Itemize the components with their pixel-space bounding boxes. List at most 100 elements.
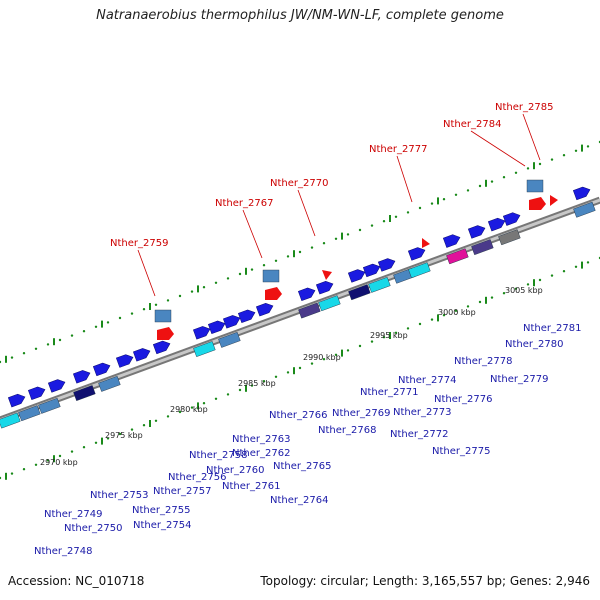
- tick-dot-upper: [382, 220, 386, 223]
- tick-dot-lower: [298, 366, 302, 370]
- tick-dot-upper: [370, 224, 374, 227]
- forward-gene-arrow: [152, 340, 171, 355]
- gene-label-blue: Nther_2757: [153, 486, 211, 497]
- gene-label-blue: Nther_2766: [269, 410, 327, 421]
- tick-dot-upper: [34, 347, 38, 350]
- gene-label-blue: Nther_2763: [232, 434, 290, 445]
- tick-dot-lower: [442, 314, 446, 317]
- tick-dot-lower: [586, 261, 590, 264]
- tick-dot-upper: [190, 290, 194, 293]
- tick-dot-upper: [106, 321, 110, 324]
- gene-label-red: Nther_2777: [369, 144, 427, 155]
- tick-dot-lower: [238, 388, 242, 392]
- tick-dot-lower: [406, 327, 410, 330]
- cds-box: [408, 262, 431, 279]
- cds-box: [298, 302, 321, 319]
- red-leader: [470, 130, 526, 167]
- tick-dot-upper: [202, 286, 206, 289]
- tick-dot-lower: [346, 349, 350, 352]
- gene-label-red: Nther_2785: [495, 102, 553, 113]
- forward-gene-arrow: [72, 370, 91, 384]
- forward-gene-arrow: [572, 186, 591, 201]
- tick-dot-lower: [118, 432, 122, 436]
- tick-dot-lower: [310, 362, 314, 365]
- forward-gene-arrow: [237, 309, 256, 324]
- tick-dot-lower: [166, 415, 170, 418]
- tick-dot-upper: [298, 250, 302, 254]
- tick-dot-upper: [430, 202, 434, 205]
- tick-dot-lower: [490, 296, 494, 299]
- accession-text: Accession: NC_010718: [8, 574, 145, 588]
- forward-gene-arrow: [47, 379, 66, 393]
- tick-dot-lower: [178, 410, 182, 414]
- forward-gene-arrow: [407, 247, 426, 261]
- label-leaders: [137, 113, 541, 297]
- tick-dot-upper: [214, 281, 218, 284]
- tick-dot-upper: [394, 215, 398, 218]
- cds-box: [318, 295, 341, 312]
- scale-label: 2995 kbp: [370, 331, 408, 340]
- forward-gene-arrow: [297, 287, 316, 302]
- tick-dot-upper: [538, 162, 542, 166]
- cds-box: [498, 229, 521, 246]
- highlight-box: [262, 269, 280, 283]
- gene-features: [0, 179, 596, 429]
- forward-gene-arrow: [315, 280, 334, 295]
- tick-dot-upper: [586, 145, 590, 148]
- tick-dot-lower: [58, 454, 62, 458]
- highlight-gene: [265, 287, 282, 300]
- tick-dot-upper: [454, 193, 458, 196]
- tick-dot-upper: [550, 158, 554, 161]
- red-leader: [396, 155, 413, 203]
- red-leader: [297, 189, 316, 237]
- tick-dot-lower: [334, 353, 338, 356]
- highlight-gene-small: [550, 195, 558, 206]
- gene-label-blue: Nther_2774: [398, 375, 456, 386]
- gene-label-blue: Nther_2778: [454, 356, 512, 367]
- tick-dot-lower: [190, 406, 194, 409]
- tick-dot-lower: [538, 278, 542, 282]
- cds-box: [573, 201, 596, 218]
- forward-gene-arrow: [222, 315, 241, 329]
- tick-dot-upper: [250, 268, 254, 271]
- gene-label-blue: Nther_2775: [432, 446, 490, 457]
- gene-label-blue: Nther_2753: [90, 490, 148, 501]
- red-leader: [522, 113, 541, 161]
- tick-dot-lower: [70, 450, 74, 453]
- tick-dot-lower: [10, 472, 14, 475]
- tick-dot-upper: [478, 184, 482, 188]
- cds-box: [368, 276, 391, 293]
- highlight-gene-small: [422, 238, 430, 248]
- red-leader: [242, 209, 263, 259]
- tick-dot-lower: [22, 468, 26, 471]
- cds-box: [348, 284, 371, 301]
- gene-label-blue: Nther_2780: [505, 339, 563, 350]
- gene-label-blue: Nther_2776: [434, 394, 492, 405]
- tick-dot-upper: [118, 316, 122, 320]
- tick-dot-lower: [526, 283, 530, 286]
- tick-dot-upper: [274, 259, 278, 262]
- forward-gene-arrow: [502, 212, 521, 226]
- gene-label-blue: Nther_2760: [206, 465, 264, 476]
- gene-label-blue: Nther_2781: [523, 323, 581, 334]
- highlight-gene: [529, 197, 546, 210]
- gene-label-blue: Nther_2758: [189, 450, 247, 461]
- tick-dot-lower: [430, 318, 434, 321]
- tick-dot-lower: [562, 270, 566, 273]
- tick-dot-lower: [322, 358, 326, 361]
- forward-gene-arrow: [92, 362, 111, 377]
- tick-dot-upper: [466, 189, 470, 192]
- tick-dot-upper: [58, 338, 62, 342]
- tick-dot-upper: [226, 277, 230, 280]
- scale-label: 3005 kbp: [505, 286, 543, 295]
- scale-label: 3000 kbp: [438, 308, 476, 317]
- topology-text: Topology: circular; Length: 3,165,557 bp…: [260, 574, 590, 588]
- scale-label: 2985 kbp: [238, 379, 276, 388]
- forward-gene-arrow: [347, 269, 366, 283]
- tick-dot-lower: [106, 437, 110, 440]
- gene-label-blue: Nther_2764: [270, 495, 328, 506]
- gene-label-red: Nther_2784: [443, 119, 501, 130]
- tick-dot-lower: [34, 463, 38, 466]
- tick-dot-upper: [442, 198, 446, 201]
